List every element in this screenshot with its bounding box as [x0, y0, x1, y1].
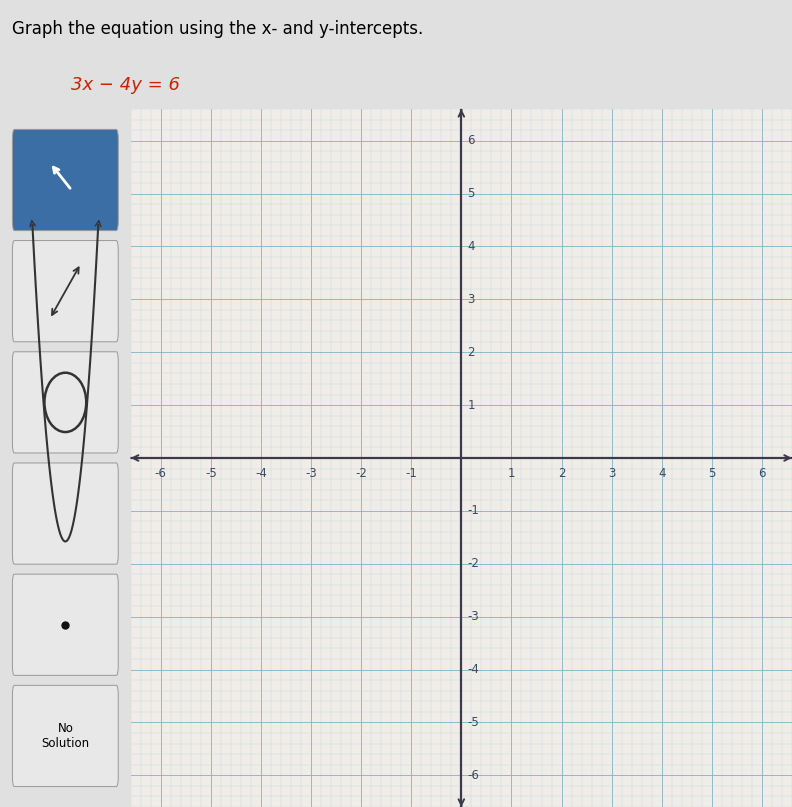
Text: -1: -1	[467, 504, 479, 517]
FancyBboxPatch shape	[13, 352, 118, 453]
FancyBboxPatch shape	[13, 463, 118, 564]
FancyBboxPatch shape	[13, 574, 118, 675]
Text: 6: 6	[758, 467, 766, 480]
Text: No
Solution: No Solution	[41, 722, 89, 750]
Text: -4: -4	[467, 663, 479, 676]
Text: 6: 6	[467, 134, 475, 147]
Text: 4: 4	[658, 467, 665, 480]
Text: Graph the equation using the x- and y-intercepts.: Graph the equation using the x- and y-in…	[12, 19, 423, 38]
Text: -6: -6	[154, 467, 166, 480]
Text: -4: -4	[255, 467, 267, 480]
FancyBboxPatch shape	[13, 240, 118, 342]
Text: 5: 5	[708, 467, 715, 480]
Text: -1: -1	[406, 467, 417, 480]
Text: 5: 5	[467, 187, 474, 200]
Text: -2: -2	[355, 467, 367, 480]
Text: 1: 1	[467, 399, 475, 412]
FancyBboxPatch shape	[13, 685, 118, 787]
Text: 3: 3	[608, 467, 615, 480]
Text: 3x − 4y = 6: 3x − 4y = 6	[71, 77, 181, 94]
Text: 3: 3	[467, 293, 474, 306]
Text: -6: -6	[467, 769, 479, 782]
Text: -3: -3	[467, 610, 479, 623]
Text: -5: -5	[467, 716, 479, 729]
Text: 2: 2	[558, 467, 565, 480]
Text: 1: 1	[508, 467, 515, 480]
Text: 4: 4	[467, 240, 475, 253]
Text: -5: -5	[205, 467, 217, 480]
Text: 2: 2	[467, 345, 475, 358]
Text: -3: -3	[305, 467, 317, 480]
Text: -2: -2	[467, 558, 479, 571]
FancyBboxPatch shape	[13, 129, 118, 231]
